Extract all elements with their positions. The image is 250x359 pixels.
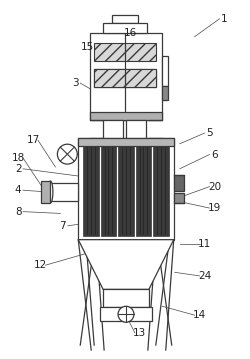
Text: 12: 12 — [34, 260, 47, 270]
Bar — [90, 33, 162, 120]
Bar — [101, 144, 116, 236]
Text: 7: 7 — [60, 221, 66, 231]
Text: 4: 4 — [15, 185, 22, 195]
Ellipse shape — [48, 181, 53, 203]
Bar — [103, 289, 149, 307]
Bar — [103, 23, 147, 33]
Polygon shape — [78, 240, 174, 289]
Text: 15: 15 — [81, 42, 94, 52]
Text: 24: 24 — [198, 271, 211, 281]
Text: 19: 19 — [208, 203, 221, 213]
Text: 13: 13 — [133, 328, 146, 338]
Bar — [100, 307, 152, 321]
Text: 20: 20 — [208, 182, 221, 192]
Bar — [94, 69, 156, 87]
Text: 5: 5 — [206, 128, 213, 138]
Bar — [103, 120, 123, 138]
Text: 8: 8 — [15, 207, 22, 216]
Bar — [94, 69, 156, 87]
Bar — [112, 15, 138, 23]
Bar — [174, 175, 184, 191]
Text: 17: 17 — [26, 135, 40, 145]
Bar — [126, 120, 146, 138]
Bar — [90, 112, 162, 120]
Text: 16: 16 — [123, 28, 136, 38]
Circle shape — [118, 306, 134, 322]
Bar — [162, 85, 168, 101]
Bar — [50, 183, 78, 201]
Bar — [153, 144, 169, 236]
Bar — [78, 138, 174, 240]
Bar — [136, 144, 151, 236]
Bar — [78, 138, 174, 146]
Text: 18: 18 — [12, 153, 25, 163]
Bar — [118, 144, 134, 236]
Text: 2: 2 — [15, 164, 22, 174]
Bar — [174, 193, 184, 203]
Circle shape — [58, 144, 77, 164]
Text: 14: 14 — [193, 310, 206, 320]
Text: 11: 11 — [198, 239, 211, 249]
Text: 1: 1 — [221, 14, 228, 24]
Bar — [83, 144, 99, 236]
Bar — [42, 181, 50, 203]
Text: 6: 6 — [211, 149, 218, 159]
Bar — [94, 43, 156, 61]
Text: 3: 3 — [72, 78, 78, 88]
Bar — [162, 56, 168, 85]
